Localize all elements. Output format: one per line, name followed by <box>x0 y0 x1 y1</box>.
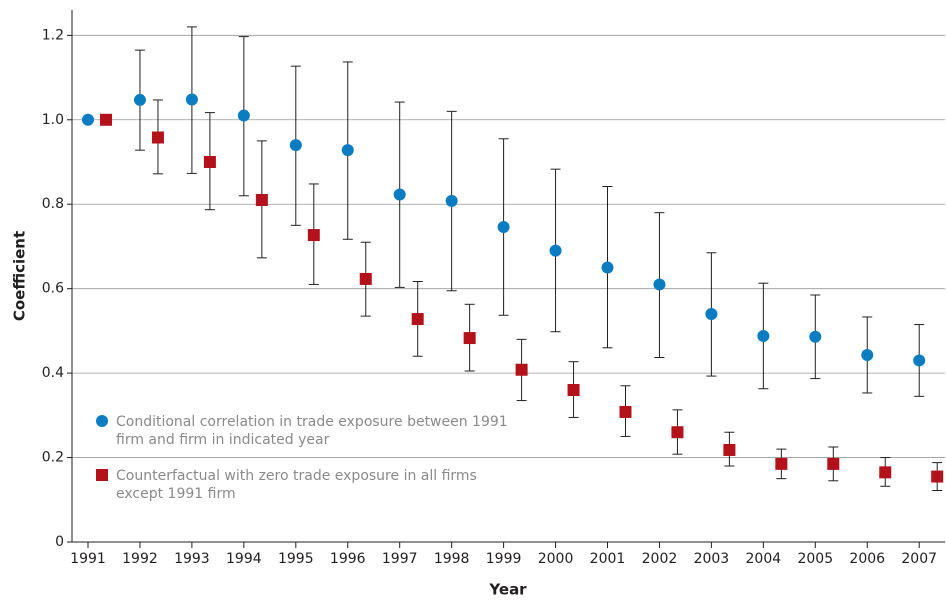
x-tick-label: 1999 <box>486 551 522 567</box>
point <box>671 426 684 439</box>
point <box>827 457 840 470</box>
point <box>359 272 372 285</box>
x-tick-label: 2004 <box>746 551 782 567</box>
point <box>289 139 302 152</box>
x-tick-label: 1991 <box>70 551 106 567</box>
x-tick-label: 2005 <box>797 551 833 567</box>
legend-label: Conditional correlation in trade exposur… <box>116 414 508 448</box>
x-tick-label: 1993 <box>174 551 210 567</box>
x-tick-label: 2007 <box>901 551 937 567</box>
point <box>463 332 476 345</box>
y-tick-label: 0.6 <box>42 281 64 297</box>
x-tick-label: 1992 <box>122 551 158 567</box>
legend-marker <box>96 415 108 427</box>
x-tick-label: 1995 <box>278 551 314 567</box>
y-tick-label: 1.0 <box>42 112 64 128</box>
y-tick-label: 0.2 <box>42 450 64 466</box>
point <box>203 156 216 168</box>
y-tick-label: 0.4 <box>42 365 64 381</box>
x-tick-label: 2006 <box>849 551 885 567</box>
point <box>619 405 632 418</box>
point <box>82 113 94 126</box>
point <box>861 348 874 361</box>
x-tick-label: 2003 <box>694 551 730 567</box>
point <box>411 313 424 326</box>
point <box>100 113 112 126</box>
point <box>393 188 406 201</box>
point <box>653 278 666 291</box>
point <box>913 354 926 367</box>
point <box>151 131 164 144</box>
point <box>255 194 268 206</box>
point <box>133 93 146 106</box>
point <box>757 329 770 342</box>
point <box>931 470 944 483</box>
point <box>705 308 718 320</box>
y-tick-label: 0 <box>55 534 64 550</box>
x-tick-label: 2000 <box>538 551 574 567</box>
x-axis-title: Year <box>488 581 527 599</box>
point <box>775 457 788 470</box>
point <box>497 221 510 234</box>
legend-marker <box>96 469 108 481</box>
x-tick-label: 1994 <box>226 551 262 567</box>
x-tick-label: 1997 <box>382 551 418 567</box>
x-tick-label: 1998 <box>434 551 470 567</box>
point <box>237 109 250 122</box>
point <box>723 443 736 456</box>
point <box>307 229 320 242</box>
point <box>445 194 458 207</box>
x-tick-label: 2001 <box>590 551 626 567</box>
legend-label: Counterfactual with zero trade exposure … <box>116 468 477 502</box>
point <box>341 144 354 157</box>
point <box>185 93 198 106</box>
x-tick-label: 1996 <box>330 551 366 567</box>
y-axis-title: Coefficient <box>11 231 29 321</box>
point <box>601 261 614 274</box>
y-tick-label: 0.8 <box>42 196 64 212</box>
point <box>809 330 822 343</box>
point <box>549 244 562 257</box>
point <box>879 466 892 479</box>
point <box>515 363 528 376</box>
point <box>567 384 580 396</box>
x-tick-label: 2002 <box>642 551 678 567</box>
y-tick-label: 1.2 <box>42 27 64 43</box>
